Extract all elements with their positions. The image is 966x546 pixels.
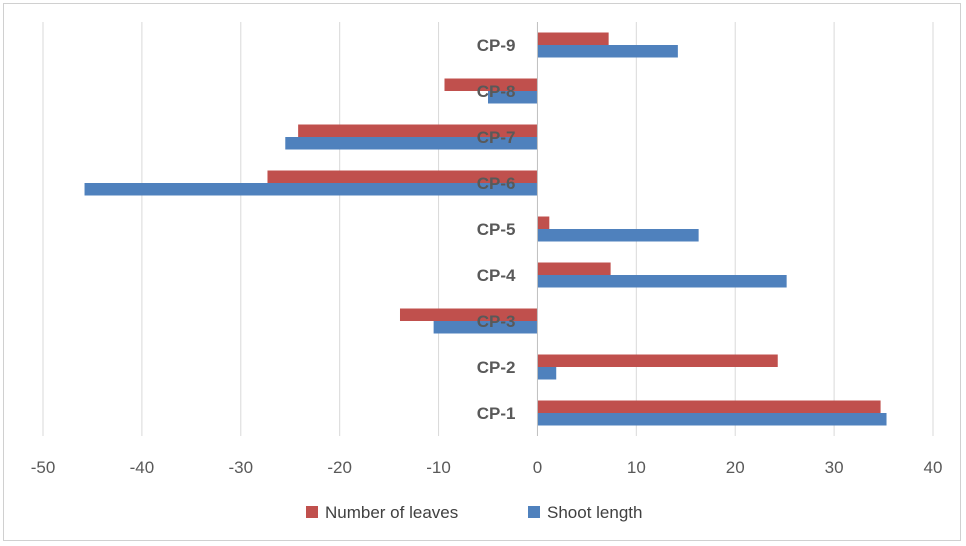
gridlines [42, 22, 934, 436]
bar-leaves-cp-5 [537, 216, 550, 229]
bar-leaves-cp-1 [537, 400, 881, 413]
bar-shoot-cp-9 [537, 45, 678, 58]
legend-label-leaves: Number of leaves [325, 503, 458, 522]
legend-swatch-shoot [528, 506, 540, 518]
bar-leaves-cp-3 [399, 308, 538, 321]
category-label: CP-5 [477, 220, 516, 239]
bar-shoot-cp-1 [537, 413, 887, 426]
legend-swatch-leaves [306, 506, 318, 518]
legend-label-shoot: Shoot length [547, 503, 642, 522]
chart-frame [3, 3, 961, 541]
x-tick-labels: -50 -40 -30 -20 -10 0 10 20 30 40 [31, 458, 943, 477]
category-label: CP-1 [477, 404, 516, 423]
bar-shoot-cp-3 [433, 321, 538, 334]
x-tick-label: -30 [228, 458, 253, 477]
legend: Number of leaves Shoot length [306, 503, 642, 522]
category-labels: CP-1 CP-2 CP-3 CP-4 CP-5 CP-6 CP-7 CP-8 CP-9 [477, 36, 516, 423]
bar-shoot-cp-4 [537, 275, 787, 288]
category-label: CP-6 [477, 174, 516, 193]
x-tick-label: 10 [627, 458, 646, 477]
bar-leaves-cp-2 [537, 354, 778, 367]
x-tick-label: 40 [924, 458, 943, 477]
category-label: CP-4 [477, 266, 516, 285]
bar-shoot-cp-8 [488, 91, 538, 104]
x-tick-label: 0 [533, 458, 542, 477]
bar-leaves-cp-9 [537, 32, 609, 45]
bars [84, 32, 887, 426]
category-label: CP-9 [477, 36, 516, 55]
x-tick-label: 20 [726, 458, 745, 477]
bar-leaves-cp-8 [444, 78, 538, 91]
category-label: CP-7 [477, 128, 516, 147]
x-tick-label: -40 [130, 458, 155, 477]
bar-shoot-cp-6 [84, 183, 538, 196]
x-tick-label: 30 [825, 458, 844, 477]
category-label: CP-3 [477, 312, 516, 331]
category-label: CP-2 [477, 358, 516, 377]
bar-leaves-cp-4 [537, 262, 611, 275]
category-label: CP-8 [477, 82, 516, 101]
x-tick-label: -10 [426, 458, 451, 477]
bar-shoot-cp-5 [537, 229, 699, 242]
bar-shoot-cp-7 [285, 137, 538, 150]
bar-leaves-cp-6 [267, 170, 538, 183]
bar-leaves-cp-7 [298, 124, 538, 137]
x-tick-label: -50 [31, 458, 56, 477]
x-tick-label: -20 [327, 458, 352, 477]
bar-shoot-cp-2 [537, 367, 557, 380]
